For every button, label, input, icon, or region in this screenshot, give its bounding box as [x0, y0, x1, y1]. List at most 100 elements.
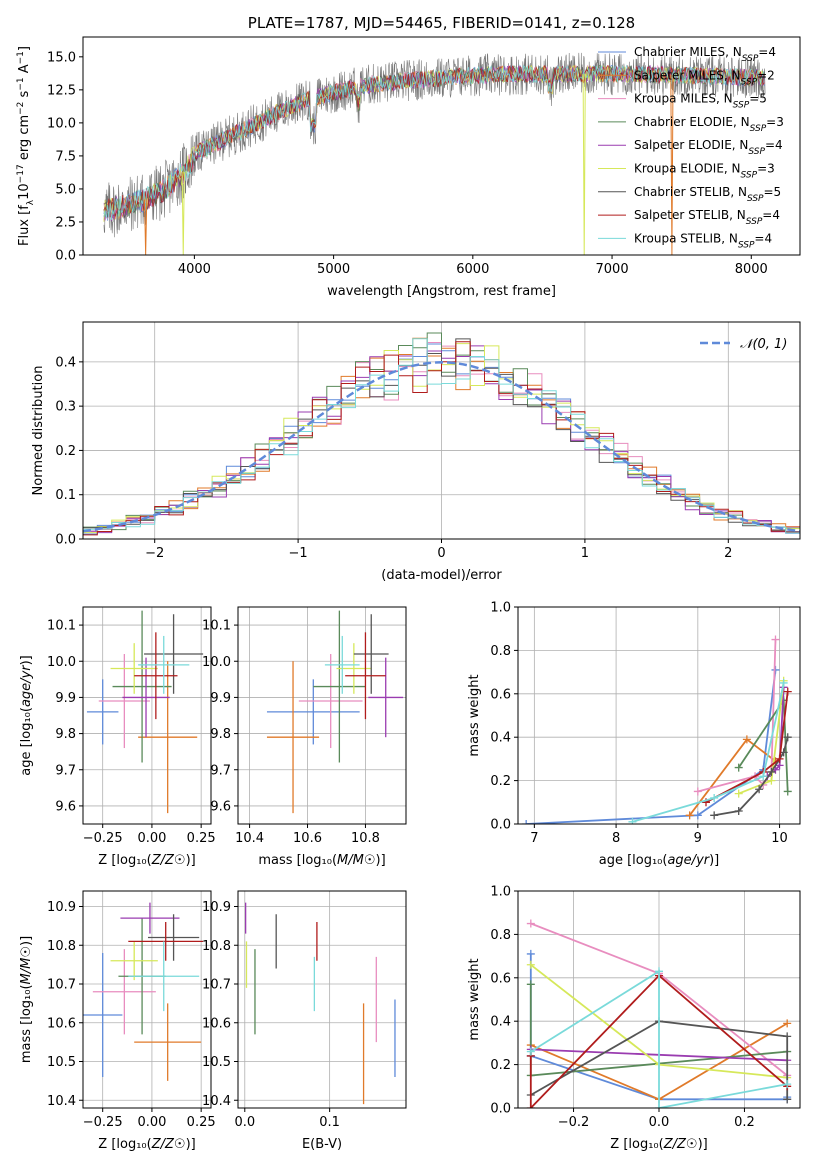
- y-tick-label: 10.1: [47, 619, 76, 634]
- legend-entry: Chabrier MILES, NSSP=4: [634, 45, 776, 64]
- gaussian-curve: [83, 361, 800, 533]
- spectrum-dip: [670, 75, 674, 255]
- y-tick-label: 0.4: [490, 731, 511, 746]
- y-axis-label: mass weight: [467, 958, 482, 1040]
- x-tick-label: 10.6: [293, 831, 322, 846]
- x-axis-label: E(B-V): [302, 1137, 342, 1152]
- weight-marker: [742, 735, 751, 744]
- x-tick-label: −0.2: [558, 1115, 590, 1130]
- weight-marker: [783, 1019, 792, 1028]
- age-vs-mass-panel: 10.4 10.6 10.8 9.6 9.7 9.8 9.9 10.0 10.1 mass [lo…: [202, 606, 407, 868]
- weight-marker: [526, 1047, 535, 1056]
- y-tick-label: 10.5: [202, 1055, 231, 1070]
- y-tick-label: 5.0: [55, 182, 76, 197]
- weight-marker: [710, 811, 719, 820]
- weight-marker: [783, 733, 792, 742]
- weight-marker: [775, 754, 784, 763]
- x-tick-label: −1: [289, 546, 308, 561]
- weight-marker: [693, 787, 702, 796]
- x-axis-label: wavelength [Angstrom, rest frame]: [327, 284, 556, 299]
- weight-marker: [783, 1032, 792, 1041]
- y-tick-label: 9.8: [210, 727, 231, 742]
- y-tick-label: 10.0: [202, 655, 231, 670]
- y-tick-label: 10.8: [47, 939, 76, 954]
- mass-vs-Z-panel: −0.25 0.00 0.25 10.4 10.5 10.6 10.7 10.8 10.9 Z […: [19, 890, 216, 1152]
- y-tick-label: 10.4: [47, 1094, 76, 1109]
- weight-marker: [522, 820, 531, 824]
- y-tick-label: 10.6: [202, 1016, 231, 1031]
- residual-histogram-plot-area: [83, 332, 800, 538]
- spectrum-legend: Chabrier MILES, NSSP=4 Salpeter MILES, NS…: [598, 45, 784, 250]
- y-tick-label: 7.5: [55, 149, 76, 164]
- x-tick-label: 0.2: [734, 1115, 755, 1130]
- x-tick-label: 10: [771, 831, 788, 846]
- y-tick-label: 0.0: [55, 533, 76, 548]
- weight-marker: [783, 687, 792, 696]
- x-tick-label: 0.25: [187, 1115, 216, 1130]
- y-tick-label: 0.4: [55, 355, 76, 370]
- weight-marker: [526, 980, 535, 989]
- y-tick-label: 2.5: [55, 215, 76, 230]
- weight-marker: [759, 772, 768, 781]
- y-tick-label: 0.8: [490, 644, 511, 659]
- weight-line-kroupa-stelib: [530, 969, 788, 1108]
- age-vs-Z-plot-area: [86, 610, 204, 814]
- weight-marker: [734, 789, 743, 798]
- weight-marker: [526, 949, 535, 958]
- weight-vs-Z-panel: −0.2 0.0 0.2 0.0 0.2 0.4 0.6 0.8 1.0 mass weight Z…: [467, 885, 801, 1152]
- y-tick-label: 10.7: [47, 978, 76, 993]
- y-tick-label: 0.0: [490, 1102, 511, 1117]
- x-axis-label: (data-model)/error: [381, 568, 502, 583]
- weight-vs-Z-plot-area: [526, 919, 792, 1108]
- x-tick-label: −0.25: [83, 831, 123, 846]
- legend-entry: Chabrier ELODIE, NSSP=3: [634, 115, 784, 134]
- legend-entry: 𝒩(0, 1): [740, 337, 787, 352]
- y-axis-label: Flux [fλ10−17 erg cm−2 s−1 A−1]: [16, 46, 36, 246]
- weight-line-chabrier-miles: [526, 669, 777, 824]
- weight-marker: [526, 1104, 535, 1108]
- weight-marker: [526, 919, 535, 928]
- x-tick-label: 6000: [456, 262, 489, 277]
- x-tick-label: −0.25: [83, 1115, 123, 1130]
- weight-line-salpeter-stelib: [705, 691, 789, 804]
- y-tick-label: 1.0: [490, 885, 511, 900]
- y-tick-label: 10.1: [202, 619, 231, 634]
- y-tick-label: 0.0: [55, 249, 76, 264]
- axes-frame: [82, 606, 212, 825]
- axes-frame: [82, 890, 212, 1109]
- legend-entry: Salpeter STELIB, NSSP=4: [634, 208, 780, 227]
- y-tick-label: 0.3: [55, 400, 76, 415]
- y-tick-label: 10.8: [202, 939, 231, 954]
- y-tick-label: 9.7: [210, 763, 231, 778]
- weight-vs-age-panel: 7 8 9 10 0.0 0.2 0.4 0.6 0.8 1.0 mass weight age [l…: [467, 601, 801, 868]
- legend-entry: Kroupa ELODIE, NSSP=3: [634, 162, 775, 181]
- y-tick-label: 9.6: [210, 799, 231, 814]
- y-tick-label: 9.8: [55, 727, 76, 742]
- weight-marker: [779, 678, 788, 687]
- y-tick-label: 1.0: [490, 601, 511, 616]
- weight-line-salpeter-stelib: [529, 974, 788, 1108]
- weight-marker: [685, 811, 694, 820]
- x-tick-label: 0.25: [187, 831, 216, 846]
- y-axis-label: age [log₁₀(age/yr)]: [19, 655, 34, 776]
- weight-marker: [755, 785, 764, 794]
- legend-entry: Chabrier STELIB, NSSP=5: [634, 185, 781, 204]
- mass-vs-Z-plot-area: [83, 902, 204, 1081]
- y-tick-label: 12.5: [47, 83, 76, 98]
- y-tick-label: 9.9: [210, 691, 231, 706]
- y-axis-label: mass [log₁₀(M/M☉)]: [19, 936, 34, 1063]
- legend-entry: Salpeter MILES, NSSP=2: [634, 68, 775, 87]
- y-tick-label: 0.2: [490, 1058, 511, 1073]
- weight-marker: [783, 1080, 792, 1089]
- age-vs-mass-plot-area: [266, 610, 404, 814]
- axes-frame: [517, 606, 801, 825]
- y-axis-label: Normed distribution: [31, 366, 46, 496]
- figure-title: PLATE=1787, MJD=54465, FIBERID=0141, z=0…: [248, 14, 635, 32]
- mass-vs-EBV-plot-area: [244, 902, 396, 1105]
- y-tick-label: 0.1: [55, 488, 76, 503]
- y-tick-label: 9.7: [55, 763, 76, 778]
- y-tick-label: 15.0: [47, 50, 76, 65]
- y-tick-label: 10.7: [202, 978, 231, 993]
- age-vs-Z-panel: −0.25 0.00 0.25 9.6 9.7 9.8 9.9 10.0 10.1 Z [log₁…: [19, 606, 216, 868]
